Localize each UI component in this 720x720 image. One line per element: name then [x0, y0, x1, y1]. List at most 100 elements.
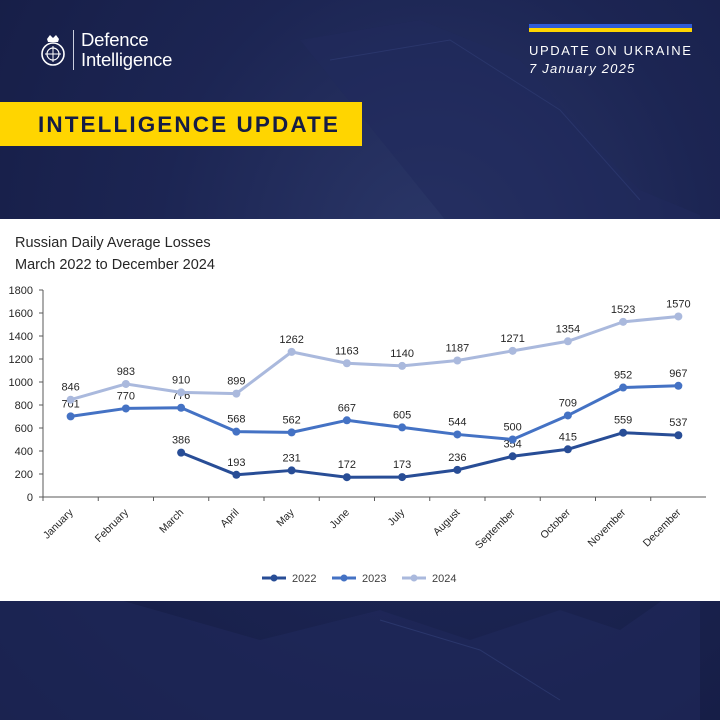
banner-label: INTELLIGENCE UPDATE [38, 112, 340, 137]
x-tick-label: February [93, 506, 132, 545]
data-label-2024: 1271 [500, 333, 524, 345]
data-label-2023: 562 [282, 414, 300, 426]
series-line-2022 [180, 431, 679, 479]
data-label-2023: 952 [614, 370, 632, 382]
data-label-2022: 354 [503, 438, 521, 450]
chart-title-line1: Russian Daily Average Losses [15, 235, 211, 251]
y-tick-label: 800 [15, 400, 33, 412]
data-point-2023 [619, 383, 628, 392]
chart-panel: Russian Daily Average Losses March 2022 … [0, 219, 720, 601]
data-point-2023 [453, 430, 462, 439]
data-point-2023 [342, 416, 351, 425]
data-label-2023: 967 [669, 368, 687, 380]
data-label-2022: 415 [559, 431, 577, 443]
x-tick-label: March [157, 507, 186, 536]
data-point-2024 [619, 317, 628, 326]
data-label-2024: 1523 [611, 304, 635, 316]
data-point-2024 [287, 347, 296, 356]
data-label-2024: 1187 [446, 342, 470, 354]
data-point-2022 [398, 473, 407, 482]
data-point-2023 [508, 435, 517, 444]
data-label-2022: 236 [448, 452, 466, 464]
legend-marker-2024 [410, 574, 418, 582]
data-point-2024 [66, 395, 75, 404]
data-label-2022: 537 [669, 417, 687, 429]
data-point-2023 [674, 381, 683, 390]
data-point-2022 [453, 465, 462, 474]
data-point-2022 [563, 445, 572, 454]
data-label-2024: 899 [227, 376, 245, 388]
defence-intelligence-logo: Defence Intelligence [38, 30, 172, 70]
data-point-2023 [232, 427, 241, 436]
data-label-2023: 770 [117, 390, 135, 402]
x-tick-label: October [538, 506, 573, 541]
data-label-2023: 500 [503, 422, 521, 434]
y-tick-label: 0 [27, 492, 33, 504]
data-label-2024: 1163 [335, 345, 359, 357]
update-date: 7 January 2025 [529, 61, 636, 76]
data-label-2023: 568 [227, 414, 245, 426]
data-point-2023 [287, 428, 296, 437]
legend-label-2024: 2024 [432, 573, 456, 585]
x-tick-label: April [218, 507, 241, 530]
data-label-2024: 983 [117, 366, 135, 378]
data-point-2024 [398, 361, 407, 370]
data-point-2023 [398, 423, 407, 432]
logo-text-line1: Defence [81, 29, 149, 50]
data-label-2023: 701 [61, 398, 79, 410]
data-label-2023: 667 [338, 402, 356, 414]
legend-marker-2023 [340, 574, 348, 582]
update-title: UPDATE ON UKRAINE [529, 43, 693, 58]
data-label-2024: 1570 [666, 298, 690, 310]
data-point-2024 [453, 356, 462, 365]
data-label-2022: 231 [282, 452, 300, 464]
data-point-2022 [619, 428, 628, 437]
crest-icon [41, 35, 65, 66]
data-label-2024: 846 [61, 382, 79, 394]
data-label-2022: 172 [338, 459, 356, 471]
data-label-2024: 1354 [556, 323, 580, 335]
data-point-2023 [66, 412, 75, 421]
x-tick-label: May [274, 506, 297, 529]
data-label-2024: 1262 [279, 334, 303, 346]
chart-title-line2: March 2022 to December 2024 [15, 257, 215, 273]
data-point-2024 [232, 389, 241, 398]
data-point-2024 [121, 379, 130, 388]
data-label-2022: 386 [172, 435, 190, 447]
y-tick-label: 400 [15, 446, 33, 458]
data-point-2023 [177, 403, 186, 412]
y-tick-label: 600 [15, 423, 33, 435]
x-tick-label: June [327, 507, 352, 532]
x-tick-label: November [586, 506, 629, 549]
line-chart: 0 200 400 600 800 1000 1200 1400 1600 1800 January… [9, 285, 706, 585]
logo-text: Defence Intelligence [81, 30, 172, 70]
data-label-2022: 173 [393, 459, 411, 471]
data-point-2024 [563, 337, 572, 346]
data-label-2022: 193 [227, 457, 245, 469]
y-tick-label: 1200 [9, 354, 33, 366]
intelligence-update-banner: INTELLIGENCE UPDATE [0, 102, 362, 146]
data-point-2024 [674, 312, 683, 321]
ukraine-flag-stripe [529, 24, 692, 32]
data-label-2024: 1140 [390, 348, 414, 360]
legend-label-2023: 2023 [362, 573, 386, 585]
legend-marker-2022 [270, 574, 278, 582]
data-point-2022 [342, 473, 351, 482]
y-tick-label: 1800 [9, 285, 33, 297]
x-tick-label: January [41, 506, 76, 541]
series-line-2024 [70, 314, 679, 402]
data-point-2024 [508, 346, 517, 355]
y-tick-label: 1600 [9, 308, 33, 320]
y-tick-label: 200 [15, 469, 33, 481]
logo-text-line2: Intelligence [81, 49, 173, 70]
data-label-2023: 605 [393, 409, 411, 421]
x-tick-label: August [431, 507, 463, 539]
data-label-2023: 544 [448, 416, 466, 428]
data-point-2023 [121, 404, 130, 413]
data-point-2022 [508, 452, 517, 461]
series-line-2023 [70, 384, 679, 441]
data-label-2023: 709 [559, 397, 577, 409]
data-point-2022 [232, 470, 241, 479]
data-point-2023 [563, 411, 572, 420]
data-point-2022 [674, 431, 683, 440]
